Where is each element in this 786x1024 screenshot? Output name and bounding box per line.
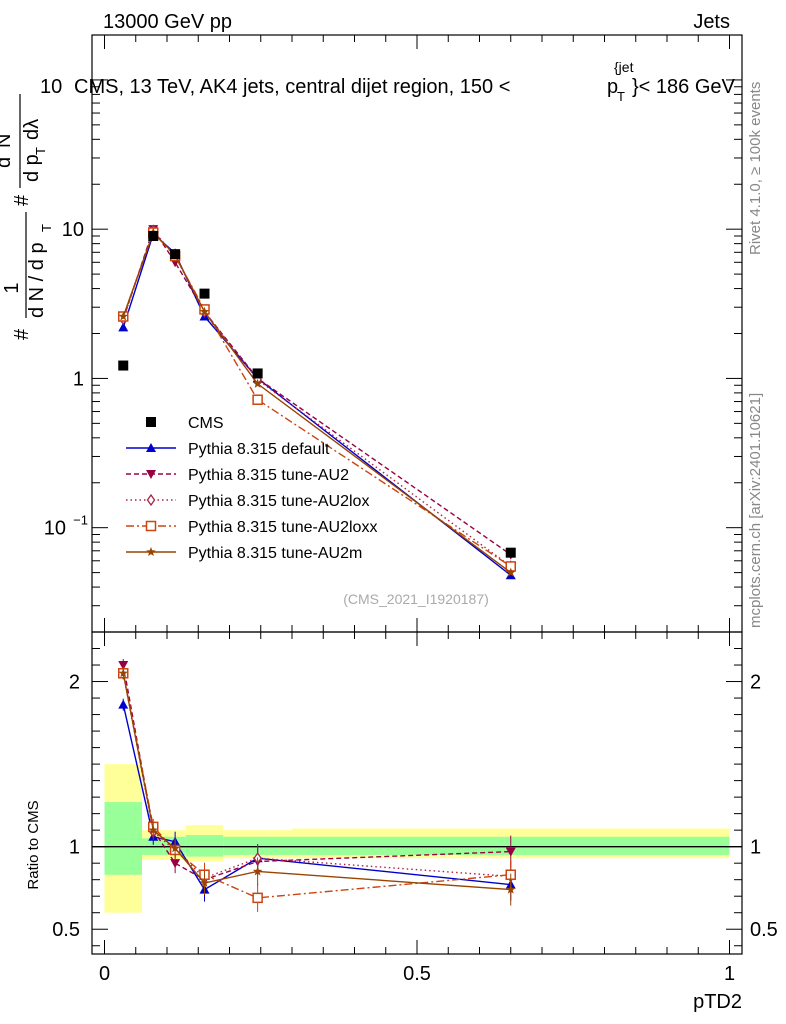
- legend-label-AU2m: Pythia 8.315 tune-AU2m: [188, 545, 362, 562]
- axis-ticks: 0 0.5 1 1 10 10 −1 0.5 0.5 1 1 2 2: [44, 34, 778, 985]
- main-y-tick-label: 10: [62, 219, 84, 241]
- ratio-plot-frame: [91, 631, 743, 955]
- jets-label: Jets: [693, 11, 730, 33]
- point-CMS: [199, 288, 210, 299]
- band-inner-0: [104, 802, 142, 875]
- point-CMS: [505, 547, 516, 558]
- title-p-sup: {jet: [614, 59, 634, 75]
- ratio-point-AU2loxx: [252, 892, 263, 904]
- main-plot-series: [118, 224, 516, 580]
- main-y-tick-label-minus1-exp: −1: [73, 513, 88, 528]
- rivet-version-label: Rivet 4.1.0, ≥ 100k events: [747, 82, 764, 255]
- point-AU2m: [252, 378, 263, 388]
- y-label-num-rest: N: [0, 134, 15, 148]
- ratio-line-AU2m: [122, 673, 511, 891]
- legend-label-AU2loxx: Pythia 8.315 tune-AU2loxx: [188, 519, 377, 536]
- main-y-tick-label: 1: [73, 368, 84, 390]
- ratio-point-AU2: [505, 847, 516, 857]
- ratio-point-AU2m: [252, 866, 263, 876]
- legend-label-AU2lox: Pythia 8.315 tune-AU2lox: [188, 493, 369, 510]
- mcplots-reference-label: mcplots.cern.ch [arXiv:2401.10621]: [747, 393, 764, 628]
- point-AU2m: [506, 567, 516, 577]
- title-p-sub: T: [617, 89, 625, 104]
- x-tick-label: 1: [724, 963, 735, 985]
- point-default: [118, 322, 129, 332]
- title-top-tick-label: 10: [40, 76, 62, 98]
- x-tick-label: 0: [99, 963, 110, 985]
- title-tail: }< 186 GeV: [632, 76, 736, 98]
- ratio-y-tick-label: 2: [69, 672, 80, 694]
- y-label-one: 1: [1, 282, 23, 293]
- legend-marker-default: [146, 443, 156, 452]
- y-label-den2-sub: T: [33, 147, 48, 155]
- point-CMS: [118, 360, 129, 371]
- series-line-AU2m: [122, 231, 512, 574]
- series-line-AU2loxx: [122, 231, 512, 567]
- point-AU2loxx: [252, 394, 263, 405]
- ratio-y-tick-label-right: 2: [750, 672, 761, 694]
- legend-marker-AU2: [146, 470, 156, 479]
- ratio-y-tick-label-right: 0.5: [750, 919, 778, 941]
- legend-marker-AU2m: [146, 547, 156, 556]
- legend-label-default: Pythia 8.315 default: [188, 441, 330, 458]
- point-CMS: [252, 368, 263, 379]
- legend-marker-AU2lox: [146, 493, 156, 507]
- ratio-point-AU2: [118, 661, 129, 671]
- main-y-tick-label-minus1: 10: [44, 518, 66, 540]
- band-inner-3: [185, 835, 224, 857]
- ratio-y-axis-label: Ratio to CMS: [25, 800, 42, 889]
- y-label-den-sub: T: [39, 224, 54, 232]
- ratio-point-AU2: [170, 859, 181, 869]
- ratio-y-tick-label: 0.5: [52, 919, 80, 941]
- ratio-y-tick-label-right: 1: [750, 837, 761, 859]
- y-label-num: d: [0, 157, 15, 168]
- y-label-den2-rest: dλ: [21, 119, 43, 140]
- y-label-hash: #: [11, 328, 33, 340]
- legend-marker-CMS: [146, 417, 156, 427]
- analysis-tag: (CMS_2021_I1920187): [343, 591, 489, 607]
- point-AU2m: [199, 306, 210, 316]
- legend-marker-AU2loxx: [145, 520, 157, 532]
- main-y-axis-label: # 1 d N / d p T # d 2 N d p T dλ: [0, 94, 54, 340]
- y-label-den: d N / d p: [26, 242, 48, 318]
- legend-label-CMS: CMS: [188, 415, 224, 432]
- ratio-line-AU2lox: [122, 673, 511, 879]
- ratio-point-AU2m: [118, 668, 128, 678]
- point-AU2m: [118, 311, 128, 321]
- ratio-point-AU2m: [148, 825, 158, 835]
- ratio-point-AU2m: [506, 884, 516, 894]
- x-axis-label: pTD2: [693, 991, 742, 1013]
- x-tick-label: 0.5: [403, 963, 431, 985]
- point-CMS: [170, 249, 181, 260]
- plot-title: 10 CMS, 13 TeV, AK4 jets, central dijet …: [40, 59, 736, 104]
- series-line-AU2lox: [122, 229, 512, 567]
- legend: CMS Pythia 8.315 default Pythia 8.315 tune…: [126, 415, 377, 562]
- y-label-num-sup: 2: [0, 149, 3, 156]
- legend-label-AU2: Pythia 8.315 tune-AU2: [188, 467, 349, 484]
- main-plot-frame: [91, 34, 743, 633]
- ratio-point-AU2m: [170, 843, 180, 853]
- ratio-uncertainty-bands: [92, 764, 742, 913]
- ratio-point-AU2m: [199, 878, 210, 887]
- y-label-hash-2: #: [11, 194, 33, 206]
- title-main-text: CMS, 13 TeV, AK4 jets, central dijet reg…: [74, 76, 510, 98]
- point-CMS: [148, 231, 159, 242]
- ratio-point-default: [118, 699, 129, 709]
- y-label-den2: d p: [21, 154, 43, 182]
- collision-energy-label: 13000 GeV pp: [103, 11, 232, 33]
- series-line-AU2: [122, 227, 512, 556]
- ratio-plot-series: [118, 659, 516, 912]
- point-default: [505, 570, 516, 580]
- ratio-y-tick-label: 1: [69, 837, 80, 859]
- title-p: p: [607, 76, 618, 98]
